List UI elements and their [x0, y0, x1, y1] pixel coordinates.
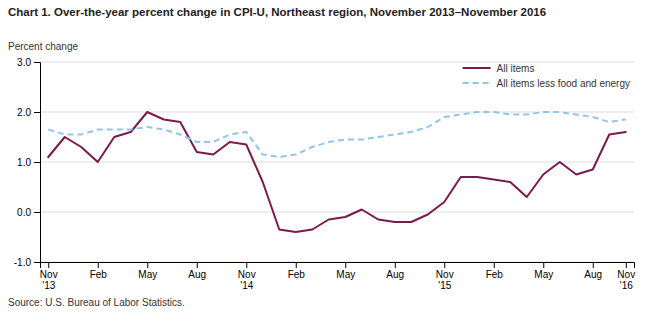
- x-tick-mark: [626, 262, 627, 268]
- y-axis: -1.0 0.0 1.0 2.0 3.0: [14, 57, 41, 268]
- x-tick-label-line: '16: [620, 280, 633, 291]
- grid-line: [40, 62, 634, 63]
- x-tick: Aug: [584, 262, 602, 280]
- y-tick: -1.0: [14, 257, 40, 268]
- x-tick-label-line: '13: [42, 280, 55, 291]
- y-tick: 2.0: [17, 107, 40, 118]
- x-tick: May: [336, 262, 355, 280]
- x-tick-label: Feb: [486, 269, 504, 280]
- grid-line: [40, 162, 634, 163]
- x-tick-mark: [543, 262, 544, 268]
- y-tick: 1.0: [17, 157, 40, 168]
- x-tick-label-line: Aug: [188, 269, 206, 280]
- y-tick-label: -1.0: [14, 257, 32, 268]
- lines-inner: [48, 112, 626, 232]
- series-line: [48, 112, 626, 232]
- x-tick: Feb: [90, 262, 108, 280]
- x-tick-label-line: Feb: [288, 269, 306, 280]
- x-tick-label-line: May: [534, 269, 553, 280]
- y-tick-mark: [34, 112, 40, 113]
- y-tick-mark: [34, 162, 40, 163]
- x-tick-label: May: [138, 269, 157, 280]
- y-axis-line: [34, 63, 41, 263]
- x-tick: May: [534, 262, 553, 280]
- x-tick-mark: [345, 262, 346, 268]
- x-tick-label-line: Aug: [584, 269, 602, 280]
- y-tick-label: 0.0: [17, 207, 31, 218]
- x-tick-label-line: Nov: [436, 269, 454, 280]
- y-tick-mark: [34, 62, 40, 63]
- x-tick-mark: [494, 262, 495, 268]
- x-tick-label-line: May: [336, 269, 355, 280]
- x-tick: Nov'16: [617, 262, 635, 291]
- y-tick-label: 3.0: [17, 57, 31, 68]
- x-axis: Nov'13FebMayAugNov'14FebMayAugNov'15FebM…: [40, 262, 635, 291]
- legend-item: All items less food and energy: [463, 78, 630, 89]
- title: Chart 1. Over-the-year percent change in…: [8, 6, 546, 18]
- series-line: [48, 112, 626, 157]
- x-tick: Nov'15: [436, 262, 454, 291]
- x-tick-label: Nov'15: [436, 269, 454, 291]
- x-tick: May: [138, 262, 157, 280]
- grid: [40, 62, 634, 262]
- x-tick-mark: [246, 262, 247, 268]
- x-tick: Nov'13: [40, 262, 58, 291]
- legend-swatch: [463, 82, 491, 84]
- x-tick-label: Aug: [584, 269, 602, 280]
- x-tick-label: Nov'14: [238, 269, 256, 291]
- x-tick: Aug: [386, 262, 404, 280]
- x-tick-label: Nov'16: [617, 269, 635, 291]
- x-tick-label: Nov'13: [40, 269, 58, 291]
- plot: -1.00.01.02.03.0Nov'13FebMayAugNov'14Feb…: [14, 57, 635, 291]
- x-tick: Feb: [486, 262, 504, 280]
- x-tick-mark: [98, 262, 99, 268]
- legend-swatch: [463, 67, 491, 69]
- x-tick: Feb: [288, 262, 306, 280]
- x-tick-mark: [444, 262, 445, 268]
- x-tick-label-line: Nov: [238, 269, 256, 280]
- x-tick-mark: [395, 262, 396, 268]
- x-tick: Aug: [188, 262, 206, 280]
- x-tick-mark: [593, 262, 594, 268]
- x-tick-mark: [48, 262, 49, 268]
- x-tick-label-line: Feb: [90, 269, 108, 280]
- lines: [48, 112, 626, 232]
- x-tick-label-line: Nov: [617, 269, 635, 280]
- x-tick-mark: [147, 262, 148, 268]
- x-tick-label: Aug: [188, 269, 206, 280]
- x-tick-label-line: Aug: [386, 269, 404, 280]
- x-tick-label-line: May: [138, 269, 157, 280]
- y-tick-label: 2.0: [17, 107, 31, 118]
- legend-label: All items less food and energy: [497, 78, 630, 89]
- x-tick-label: Feb: [288, 269, 306, 280]
- x-axis-line: [41, 263, 635, 269]
- x-tick-label: Feb: [90, 269, 108, 280]
- y-tick-mark: [34, 262, 40, 263]
- x-tick-label: May: [336, 269, 355, 280]
- x-tick-mark: [296, 262, 297, 268]
- legend-item: All items: [463, 63, 535, 74]
- x-tick-label: May: [534, 269, 553, 280]
- y-tick: 3.0: [17, 57, 40, 68]
- x-tick: Nov'14: [238, 262, 256, 291]
- x-tick-mark: [197, 262, 198, 268]
- x-tick-label: Aug: [386, 269, 404, 280]
- legend-label: All items: [497, 63, 535, 74]
- x-tick-label-line: Nov: [40, 269, 58, 280]
- x-tick-label-line: '15: [438, 280, 451, 291]
- y-tick-mark: [34, 212, 40, 213]
- source: Source: U.S. Bureau of Labor Statistics.: [8, 297, 185, 308]
- y-axis-label: Percent change: [8, 41, 78, 52]
- x-tick-label-line: '14: [240, 280, 253, 291]
- x-tick-label-line: Feb: [486, 269, 504, 280]
- legend: All items All items less food and energy: [463, 63, 630, 89]
- chart: Chart 1. Over-the-year percent change in…: [0, 0, 650, 312]
- grid-line: [40, 212, 634, 213]
- y-tick-label: 1.0: [17, 157, 31, 168]
- y-tick: 0.0: [17, 207, 40, 218]
